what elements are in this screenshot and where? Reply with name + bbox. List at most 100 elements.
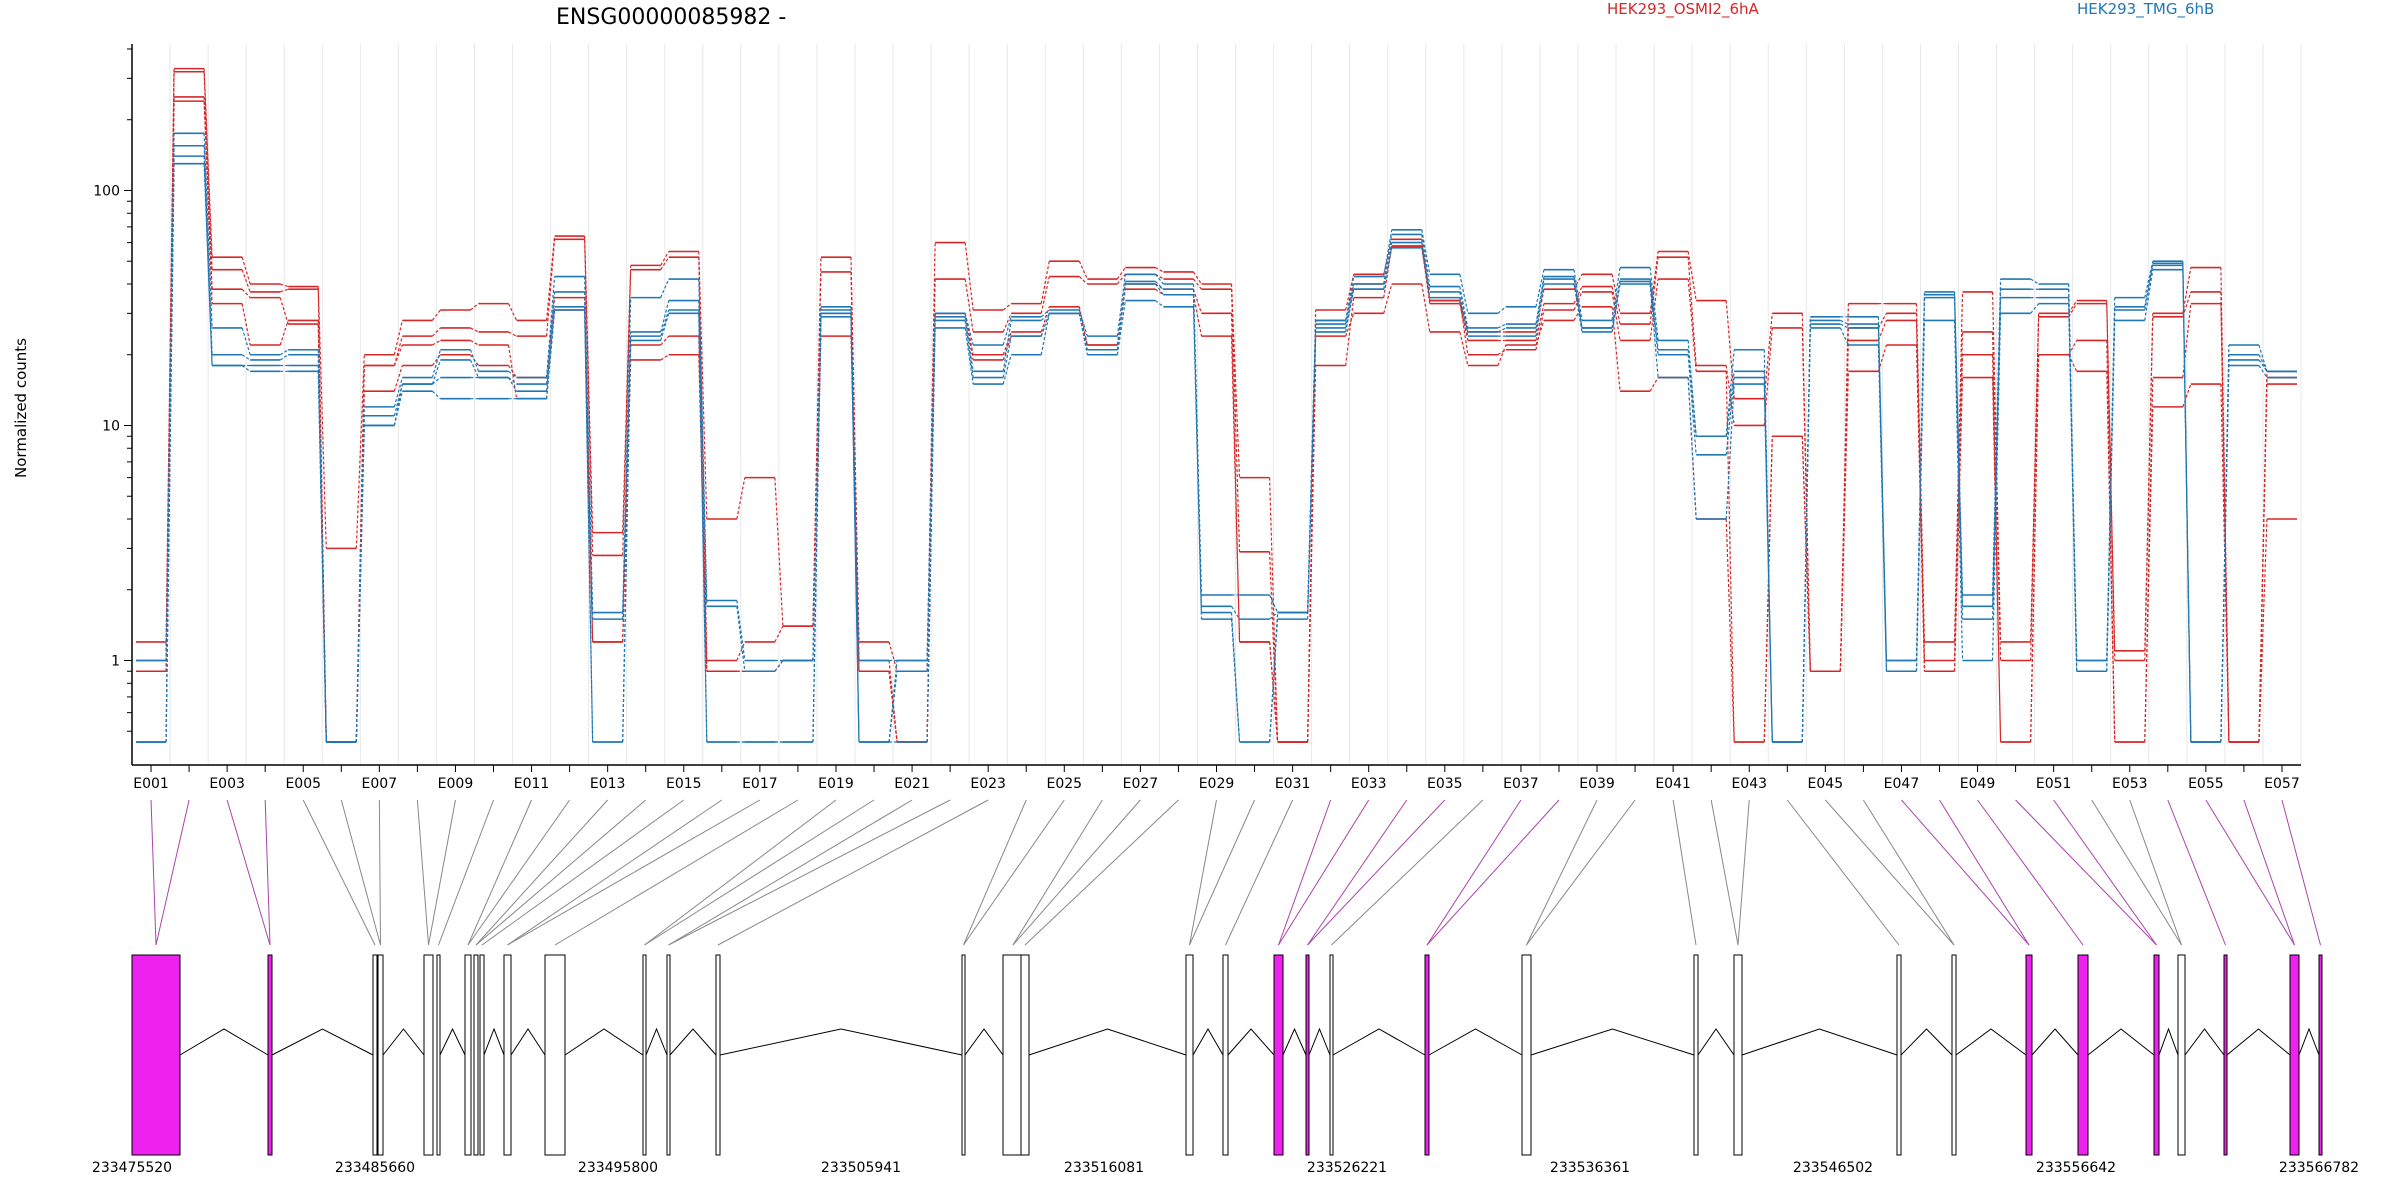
intron-line xyxy=(1741,1028,1898,1056)
exon-transition-segment xyxy=(2068,340,2078,356)
exon-transition-segment xyxy=(1421,242,1431,293)
exon-connector-line xyxy=(1526,799,1598,946)
exon-transition-segment xyxy=(1573,276,1583,329)
exon-transition-segment xyxy=(1040,309,1050,318)
exon-transition-segment xyxy=(1611,306,1621,392)
x-tick-label: E009 xyxy=(438,776,474,792)
exon-transition-segment xyxy=(1002,336,1012,378)
exon-transition-segment xyxy=(1459,331,1469,366)
exon-transition-segment xyxy=(2068,300,2078,314)
exon-transition-segment xyxy=(1649,281,1659,355)
exon-transition-segment xyxy=(2182,267,2192,314)
exon-transition-segment xyxy=(508,370,517,378)
exon-transition-segment xyxy=(1345,283,1355,325)
x-tick-label: E037 xyxy=(1503,776,1539,792)
x-tick-label: E005 xyxy=(285,776,321,792)
exon-transition-segment xyxy=(1268,619,1279,743)
exon-transition-segment xyxy=(469,359,480,378)
exon-box xyxy=(464,954,472,1156)
exon-connector-line xyxy=(507,799,761,946)
exon-connector-line xyxy=(2243,799,2295,946)
exon-connector-line xyxy=(1331,799,1484,946)
exon-connector-line xyxy=(2281,799,2321,946)
exon-transition-segment xyxy=(1687,349,1697,437)
coordinate-label: 233546502 xyxy=(1793,1160,1873,1176)
exon-transition-segment xyxy=(1459,303,1469,341)
exon-transition-segment xyxy=(545,276,556,378)
exon-connector-line xyxy=(1901,799,2030,946)
exon-transition-segment xyxy=(1611,291,1621,341)
series-8 xyxy=(136,162,2297,743)
x-tick-label: E041 xyxy=(1655,776,1691,792)
exon-transition-segment xyxy=(1991,297,2002,620)
exon-transition-segment xyxy=(1725,377,1735,455)
x-tick-label: E057 xyxy=(2264,776,2300,792)
exon-transition-segment xyxy=(1535,278,1545,329)
exon-transition-segment xyxy=(622,331,632,620)
exon-transition-segment xyxy=(1345,313,1355,337)
x-tick-label: E033 xyxy=(1351,776,1387,792)
exon-transition-segment xyxy=(964,316,974,372)
x-tick-label: E003 xyxy=(209,776,245,792)
exon-transition-segment xyxy=(1725,349,1735,437)
exon-transition-segment xyxy=(1193,278,1202,290)
exon-transition-segment xyxy=(355,425,365,743)
exon-transition-segment xyxy=(203,71,213,270)
exon-transition-segment xyxy=(774,660,784,672)
exon-transition-segment xyxy=(850,306,860,661)
exon-transition-segment xyxy=(1839,371,1849,672)
series-5 xyxy=(136,132,2297,743)
exon-transition-segment xyxy=(279,354,289,361)
intron-line xyxy=(179,1028,269,1056)
exon-transition-segment xyxy=(584,309,594,743)
exon-transition-segment xyxy=(1116,274,1126,337)
exon-transition-segment xyxy=(241,365,251,372)
exon-transition-segment xyxy=(1801,436,1811,672)
exon-transition-segment xyxy=(1573,291,1583,311)
exon-transition-segment xyxy=(507,303,518,321)
exon-transition-segment xyxy=(888,641,898,672)
exon-connector-line xyxy=(1278,799,1370,946)
exon-transition-segment xyxy=(1687,278,1697,372)
grid-lines xyxy=(131,44,2302,765)
exon-transition-segment xyxy=(1725,300,1735,399)
intron-line xyxy=(2031,1028,2079,1056)
exon-box xyxy=(1693,954,1699,1156)
exon-transition-segment xyxy=(1497,306,1507,314)
x-tick-label: E055 xyxy=(2188,776,2224,792)
exon-transition-segment xyxy=(1535,320,1545,346)
exon-transition-segment xyxy=(2258,359,2268,372)
exon-box xyxy=(377,954,384,1156)
exon-transition-segment xyxy=(1877,344,1888,672)
exon-connector-line xyxy=(1526,799,1636,946)
exon-transition-segment xyxy=(1459,286,1469,329)
exon-connector-line xyxy=(963,799,1065,946)
exon-transition-segment xyxy=(241,303,251,346)
exon-transition-segment xyxy=(470,339,479,346)
exon-transition-segment xyxy=(1345,297,1355,366)
intron-line xyxy=(2184,1028,2225,1056)
x-tick-label: E035 xyxy=(1427,776,1463,792)
exon-box xyxy=(131,954,181,1156)
x-tick-label: E051 xyxy=(2036,776,2072,792)
exon-transition-segment xyxy=(1421,229,1431,275)
exon-transition-segment xyxy=(812,271,822,627)
exon-transition-segment xyxy=(584,236,594,533)
exon-connector-line xyxy=(1710,799,1739,946)
exon-box xyxy=(1273,954,1284,1156)
exon-transition-segment xyxy=(431,309,441,321)
exon-box xyxy=(2077,954,2089,1156)
exon-transition-segment xyxy=(1421,234,1431,287)
exon-connector-line xyxy=(668,799,913,946)
exon-box xyxy=(372,954,378,1156)
exon-transition-segment xyxy=(1687,251,1697,301)
coordinate-label: 233526221 xyxy=(1307,1160,1387,1176)
series-3 xyxy=(136,96,2297,743)
exon-transition-segment xyxy=(1307,331,1317,620)
exon-transition-segment xyxy=(279,349,289,356)
exon-transition-segment xyxy=(736,477,746,520)
exon-connector-line xyxy=(554,799,799,946)
exon-transition-segment xyxy=(1230,619,1241,743)
exon-transition-segment xyxy=(1801,327,1811,743)
exon-transition-segment xyxy=(317,371,327,743)
